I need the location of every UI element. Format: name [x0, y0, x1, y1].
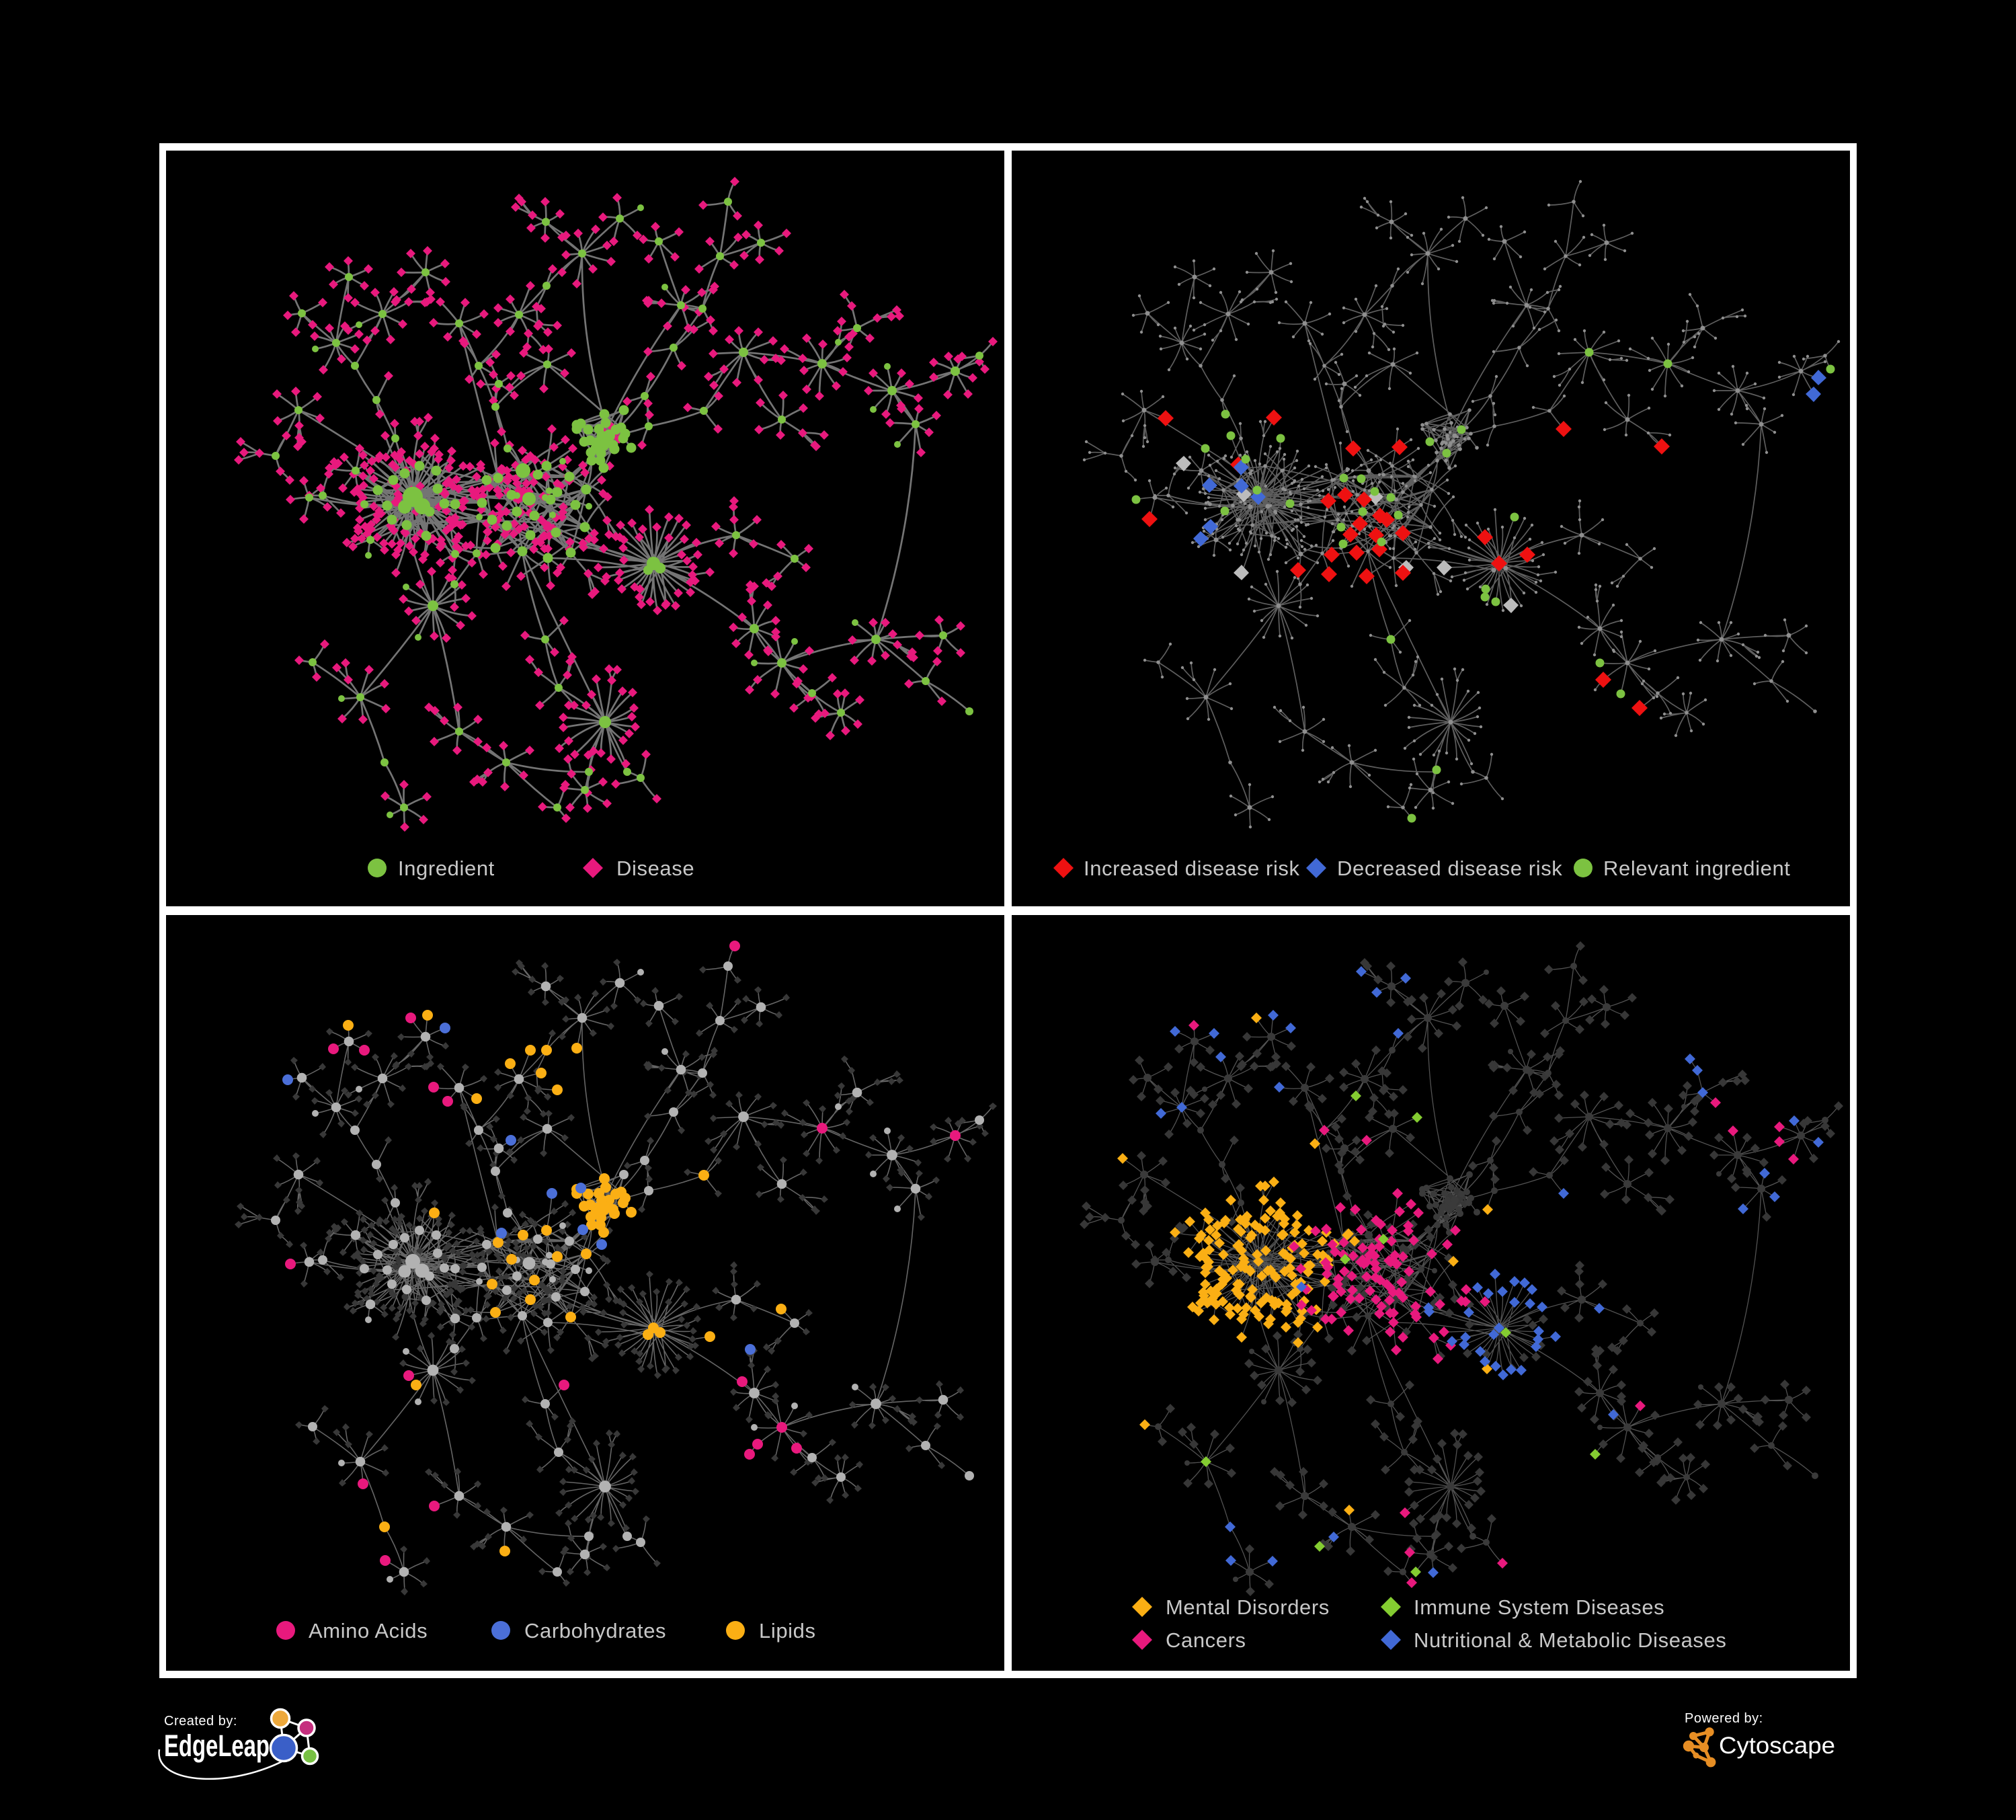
svg-text:Cancers: Cancers: [1166, 1628, 1246, 1652]
svg-text:Decreased disease risk: Decreased disease risk: [1337, 857, 1562, 880]
svg-text:Ingredient: Ingredient: [398, 857, 495, 880]
svg-text:Mental Disorders: Mental Disorders: [1166, 1595, 1330, 1619]
svg-text:Amino Acids: Amino Acids: [309, 1619, 428, 1643]
svg-text:Powered by:: Powered by:: [1685, 1711, 1763, 1726]
svg-text:Relevant ingredient: Relevant ingredient: [1603, 857, 1791, 880]
svg-text:Disease: Disease: [616, 857, 694, 880]
svg-text:EdgeLeap: EdgeLeap: [164, 1729, 270, 1763]
svg-text:Nutritional & Metabolic Diseas: Nutritional & Metabolic Diseases: [1414, 1628, 1726, 1652]
svg-text:Immune System Diseases: Immune System Diseases: [1414, 1595, 1664, 1619]
svg-text:Carbohydrates: Carbohydrates: [524, 1619, 666, 1643]
svg-text:Lipids: Lipids: [759, 1619, 816, 1643]
svg-text:Increased disease risk: Increased disease risk: [1084, 857, 1300, 880]
svg-text:Created by:: Created by:: [164, 1714, 237, 1729]
svg-text:Cytoscape: Cytoscape: [1719, 1733, 1835, 1759]
